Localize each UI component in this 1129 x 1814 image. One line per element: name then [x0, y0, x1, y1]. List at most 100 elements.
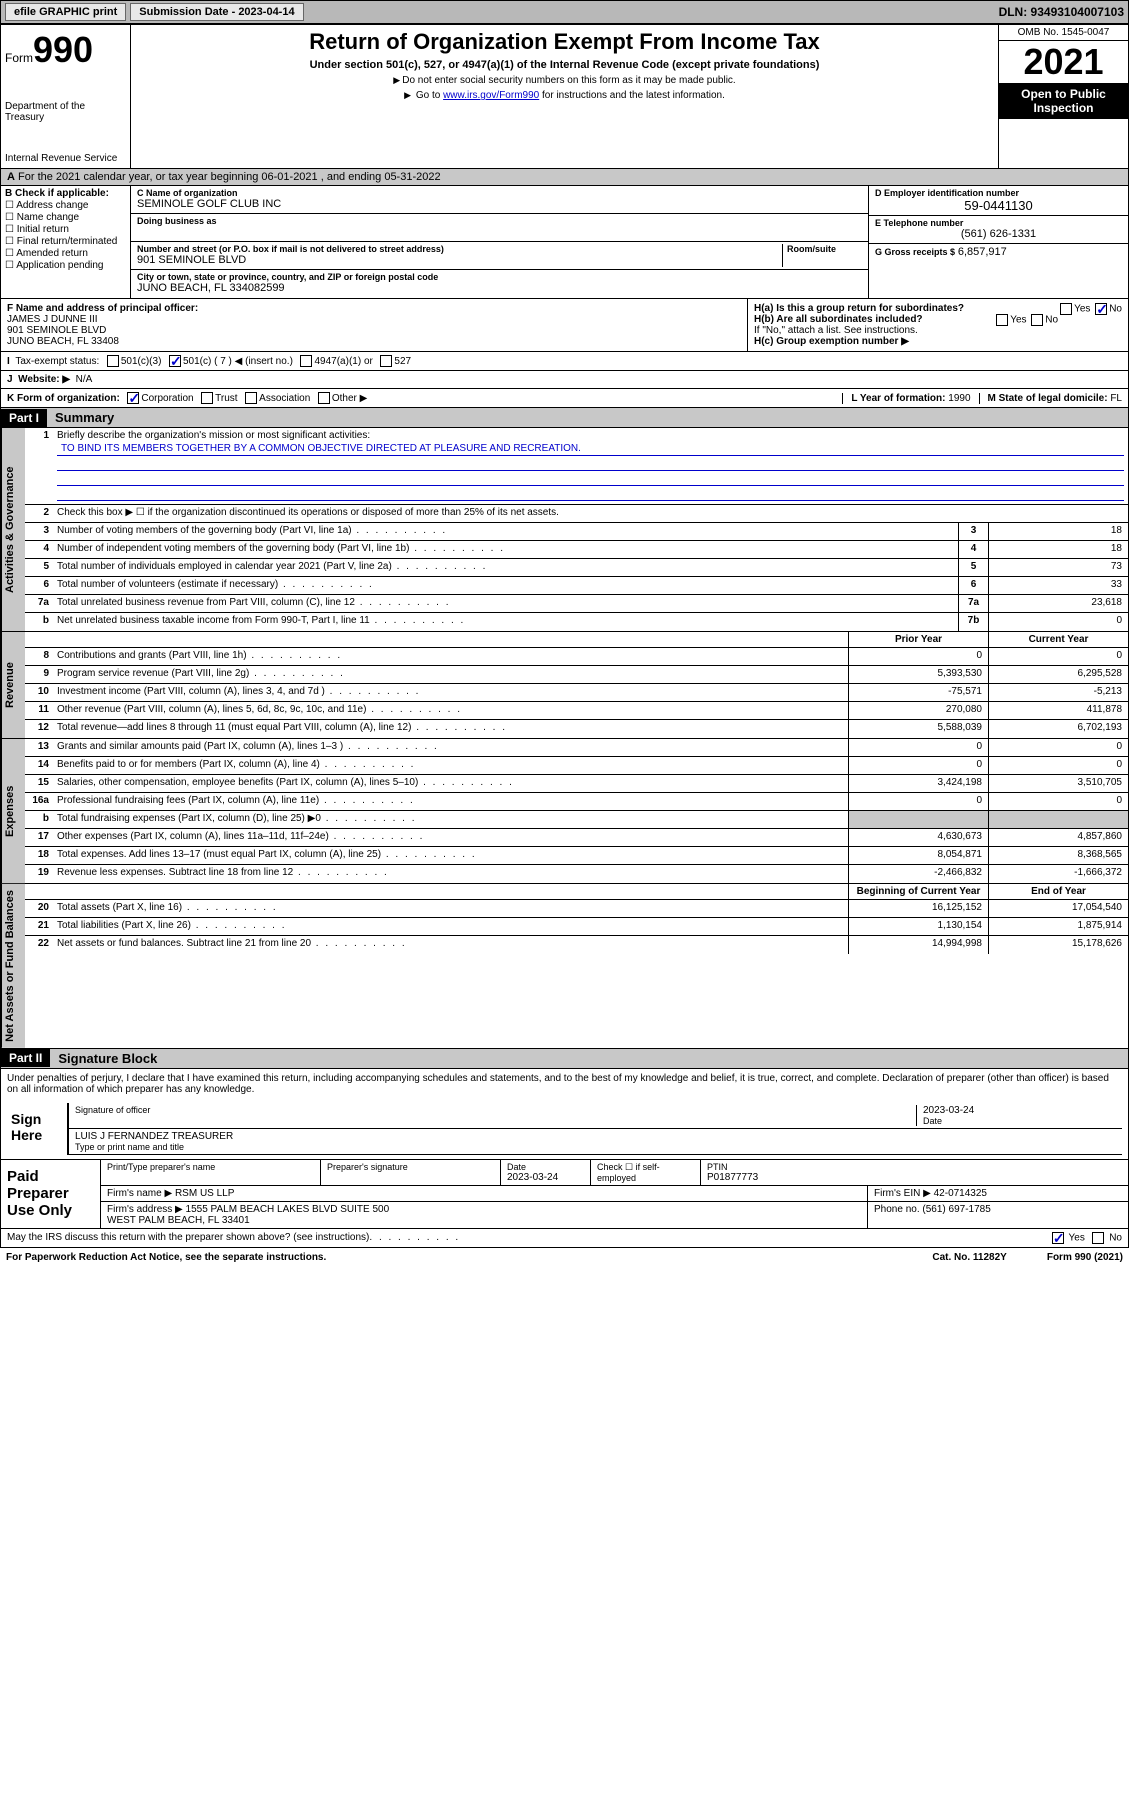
org-name: SEMINOLE GOLF CLUB INC: [137, 198, 862, 210]
efile-button[interactable]: efile GRAPHIC print: [5, 3, 126, 21]
cb-initial-return[interactable]: ☐ Initial return: [5, 224, 126, 235]
irs-label: Internal Revenue Service: [5, 153, 126, 164]
sign-here-label: Sign Here: [7, 1103, 67, 1155]
phone: (561) 626-1331: [875, 228, 1122, 240]
signature-block: Under penalties of perjury, I declare th…: [0, 1069, 1129, 1160]
website: N/A: [76, 374, 93, 385]
ha-no[interactable]: [1095, 303, 1107, 315]
omb-number: OMB No. 1545-0047: [999, 25, 1128, 41]
officer-addr2: JUNO BEACH, FL 33408: [7, 336, 741, 347]
form-header: Form990 Department of the Treasury Inter…: [0, 24, 1129, 169]
vtab-netassets: Net Assets or Fund Balances: [1, 884, 25, 1048]
section-fgh: F Name and address of principal officer:…: [0, 299, 1129, 352]
cb-4947[interactable]: [300, 355, 312, 367]
hb-no[interactable]: [1031, 314, 1043, 326]
submission-date: Submission Date - 2023-04-14: [130, 3, 303, 21]
vtab-revenue: Revenue: [1, 632, 25, 738]
vtab-governance: Activities & Governance: [1, 428, 25, 631]
data-row: 20Total assets (Part X, line 16)16,125,1…: [25, 900, 1128, 918]
data-row: 18Total expenses. Add lines 13–17 (must …: [25, 847, 1128, 865]
cb-501c[interactable]: [169, 355, 181, 367]
data-row: 17Other expenses (Part IX, column (A), l…: [25, 829, 1128, 847]
may-discuss-row: May the IRS discuss this return with the…: [0, 1229, 1129, 1248]
irs-link[interactable]: www.irs.gov/Form990: [443, 90, 539, 101]
gross-receipts: 6,857,917: [958, 246, 1007, 258]
ptin: P01877773: [707, 1172, 1122, 1183]
revenue-section: Revenue Prior YearCurrent Year 8Contribu…: [0, 632, 1129, 739]
form-prefix: Form: [5, 51, 33, 65]
note-link: Go to www.irs.gov/Form990 for instructio…: [139, 90, 990, 101]
cb-527[interactable]: [380, 355, 392, 367]
sign-date: 2023-03-24: [923, 1105, 1116, 1116]
firm-name: RSM US LLP: [175, 1188, 234, 1199]
netassets-section: Net Assets or Fund Balances Beginning of…: [0, 884, 1129, 1049]
box-d: D Employer identification number 59-0441…: [868, 186, 1128, 298]
gov-row: 7aTotal unrelated business revenue from …: [25, 595, 1128, 613]
officer-name: JAMES J DUNNE III: [7, 314, 741, 325]
hb-yes[interactable]: [996, 314, 1008, 326]
section-bcd: B Check if applicable: ☐ Address change …: [0, 186, 1129, 299]
cb-other[interactable]: [318, 392, 330, 404]
topbar: efile GRAPHIC print Submission Date - 20…: [0, 0, 1129, 24]
data-row: 22Net assets or fund balances. Subtract …: [25, 936, 1128, 954]
state-domicile: FL: [1110, 393, 1122, 404]
data-row: 15Salaries, other compensation, employee…: [25, 775, 1128, 793]
ein: 59-0441130: [875, 198, 1122, 213]
governance-section: Activities & Governance 1 Briefly descri…: [0, 428, 1129, 632]
box-b: B Check if applicable: ☐ Address change …: [1, 186, 131, 298]
form-ref: Form 990 (2021): [1047, 1252, 1123, 1263]
data-row: 14Benefits paid to or for members (Part …: [25, 757, 1128, 775]
form-subtitle: Under section 501(c), 527, or 4947(a)(1)…: [139, 59, 990, 71]
prep-date: 2023-03-24: [507, 1172, 584, 1183]
firm-ein: 42-0714325: [934, 1188, 987, 1199]
data-row: 10Investment income (Part VIII, column (…: [25, 684, 1128, 702]
form-number: 990: [33, 29, 93, 70]
vtab-expenses: Expenses: [1, 739, 25, 883]
cat-no: Cat. No. 11282Y: [932, 1252, 1006, 1263]
cb-address-change[interactable]: ☐ Address change: [5, 200, 126, 211]
cb-501c3[interactable]: [107, 355, 119, 367]
period-row: A For the 2021 calendar year, or tax yea…: [0, 169, 1129, 186]
cb-corporation[interactable]: [127, 392, 139, 404]
year-formation: 1990: [948, 393, 970, 404]
street-address: 901 SEMINOLE BLVD: [137, 254, 782, 266]
data-row: 8Contributions and grants (Part VIII, li…: [25, 648, 1128, 666]
ha-yes[interactable]: [1060, 303, 1072, 315]
cb-final-return[interactable]: ☐ Final return/terminated: [5, 236, 126, 247]
expenses-section: Expenses 13Grants and similar amounts pa…: [0, 739, 1129, 884]
cb-application-pending[interactable]: ☐ Application pending: [5, 260, 126, 271]
gov-row: 5Total number of individuals employed in…: [25, 559, 1128, 577]
data-row: 9Program service revenue (Part VIII, lin…: [25, 666, 1128, 684]
box-c: C Name of organization SEMINOLE GOLF CLU…: [131, 186, 868, 298]
cb-association[interactable]: [245, 392, 257, 404]
box-klm: K Form of organization: Corporation Trus…: [0, 389, 1129, 408]
footer: For Paperwork Reduction Act Notice, see …: [0, 1248, 1129, 1267]
form-title: Return of Organization Exempt From Incom…: [139, 29, 990, 55]
signer-name: LUIS J FERNANDEZ TREASURER: [75, 1131, 1116, 1142]
data-row: 12Total revenue—add lines 8 through 11 (…: [25, 720, 1128, 738]
prep-phone: (561) 697-1785: [922, 1204, 990, 1215]
dln: DLN: 93493104007103: [999, 5, 1124, 19]
gov-row: bNet unrelated business taxable income f…: [25, 613, 1128, 631]
dept-treasury: Department of the Treasury: [5, 101, 126, 123]
data-row: 13Grants and similar amounts paid (Part …: [25, 739, 1128, 757]
box-i: I Tax-exempt status: 501(c)(3) 501(c) ( …: [0, 352, 1129, 371]
cb-name-change[interactable]: ☐ Name change: [5, 212, 126, 223]
discuss-no[interactable]: [1092, 1232, 1104, 1244]
gov-row: 4Number of independent voting members of…: [25, 541, 1128, 559]
part1-bar: Part I Summary: [0, 408, 1129, 428]
open-inspection: Open to Public Inspection: [999, 83, 1128, 119]
gov-row: 3Number of voting members of the governi…: [25, 523, 1128, 541]
cb-trust[interactable]: [201, 392, 213, 404]
box-j: J Website: ▶ N/A: [0, 371, 1129, 389]
note-ssn: Do not enter social security numbers on …: [139, 75, 990, 86]
officer-addr1: 901 SEMINOLE BLVD: [7, 325, 741, 336]
data-row: 11Other revenue (Part VIII, column (A), …: [25, 702, 1128, 720]
discuss-yes[interactable]: [1052, 1232, 1064, 1244]
cb-amended-return[interactable]: ☐ Amended return: [5, 248, 126, 259]
data-row: 21Total liabilities (Part X, line 26)1,1…: [25, 918, 1128, 936]
data-row: 16aProfessional fundraising fees (Part I…: [25, 793, 1128, 811]
tax-year: 2021: [999, 41, 1128, 83]
gov-row: 6Total number of volunteers (estimate if…: [25, 577, 1128, 595]
mission-text: TO BIND ITS MEMBERS TOGETHER BY A COMMON…: [57, 442, 1124, 456]
